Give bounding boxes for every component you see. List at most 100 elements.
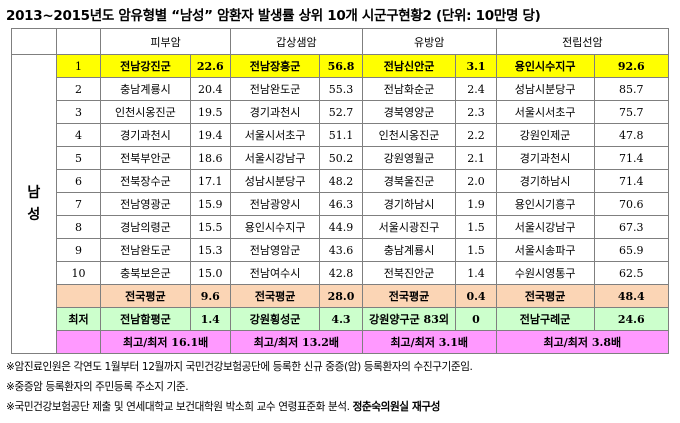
region-cell: 경남의령군	[100, 215, 191, 239]
table-row: 5 전북부안군 18.6 서울시강남구 50.2 강원영월군 2.1 경기과천시 71.4	[12, 146, 669, 170]
rate-cell: 48.2	[319, 169, 363, 193]
rate-cell: 43.6	[319, 238, 363, 262]
minimum-region: 전남구례군	[495, 307, 595, 331]
ratio-cell: 최고/최저 3.1배	[361, 330, 497, 354]
rate-cell: 1.4	[455, 261, 497, 285]
region-cell: 서울시송파구	[495, 238, 595, 262]
rate-cell: 15.9	[189, 192, 231, 216]
blank-cell	[55, 284, 102, 308]
rate-cell: 15.0	[189, 261, 231, 285]
rate-cell: 2.3	[455, 100, 497, 124]
rate-cell: 75.7	[593, 100, 669, 124]
minimum-value: 24.6	[593, 307, 669, 331]
table-row: 4 경기과천시 19.4 서울시서초구 51.1 인천시옹진군 2.2 강원인제군 47.8	[12, 123, 669, 147]
rank-cell: 7	[55, 192, 102, 216]
region-cell: 용인시수지구	[495, 54, 595, 78]
average-label: 전국평균	[495, 284, 595, 308]
region-cell: 경북울진군	[361, 169, 457, 193]
rate-cell: 71.4	[593, 169, 669, 193]
region-cell: 인천시옹진군	[100, 100, 191, 124]
rate-cell: 46.3	[319, 192, 363, 216]
rate-cell: 20.4	[189, 77, 231, 101]
region-cell: 전북진안군	[361, 261, 457, 285]
rank-cell: 1	[55, 54, 102, 78]
cancer-incidence-table: 피부암 갑상샘암 유방암 전립선암 남 성 1 전남강진군 22.6 전남장흥군 56.8 전…	[11, 28, 670, 354]
region-cell: 충남계룡시	[100, 77, 191, 101]
region-cell: 전북장수군	[100, 169, 191, 193]
region-cell: 서울시강남구	[229, 146, 321, 170]
region-cell: 전남영암군	[229, 238, 321, 262]
average-value: 48.4	[593, 284, 669, 308]
rank-cell: 2	[55, 77, 102, 101]
region-cell: 전남여수시	[229, 261, 321, 285]
footnotes: ※암진료인원은 각연도 1월부터 12월까지 국민건강보험공단에 등록한 신규 …	[6, 357, 674, 417]
minimum-region: 강원횡성군	[229, 307, 321, 331]
rank-cell: 5	[55, 146, 102, 170]
average-value: 0.4	[455, 284, 497, 308]
rate-cell: 2.0	[455, 169, 497, 193]
table-row: 9 전남완도군 15.3 전남영암군 43.6 충남계룡시 1.5 서울시송파구 65.9	[12, 238, 669, 262]
region-cell: 서울시광진구	[361, 215, 457, 239]
rate-cell: 47.8	[593, 123, 669, 147]
region-cell: 경기하남시	[361, 192, 457, 216]
rate-cell: 42.8	[319, 261, 363, 285]
region-cell: 전남장흥군	[229, 54, 321, 78]
rate-cell: 19.4	[189, 123, 231, 147]
region-cell: 전남완도군	[229, 77, 321, 101]
region-cell: 수원시영통구	[495, 261, 595, 285]
region-cell: 전남완도군	[100, 238, 191, 262]
rate-cell: 19.5	[189, 100, 231, 124]
rate-cell: 62.5	[593, 261, 669, 285]
rate-cell: 1.5	[455, 215, 497, 239]
rate-cell: 15.3	[189, 238, 231, 262]
region-cell: 성남시분당구	[229, 169, 321, 193]
footnote: ※암진료인원은 각연도 1월부터 12월까지 국민건강보험공단에 등록한 신규 …	[6, 361, 473, 373]
column-header: 피부암	[100, 28, 231, 55]
region-cell: 전남광양시	[229, 192, 321, 216]
region-cell: 성남시분당구	[495, 77, 595, 101]
footnote: ※국민건강보험공단 제출 및 연세대학교 보건대학원 박소희 교수 연령표준화 …	[6, 397, 674, 417]
table-row: 7 전남영광군 15.9 전남광양시 46.3 경기하남시 1.9 용인시기흥구 70.6	[12, 192, 669, 216]
rate-cell: 71.4	[593, 146, 669, 170]
rate-cell: 18.6	[189, 146, 231, 170]
column-header: 갑상샘암	[229, 28, 363, 55]
rate-cell: 1.5	[455, 238, 497, 262]
footnote: ※중증암 등록환자의 주민등록 주소지 기준.	[6, 381, 189, 393]
rate-cell: 92.6	[593, 54, 669, 78]
rate-cell: 2.4	[455, 77, 497, 101]
table-body: 피부암 갑상샘암 유방암 전립선암 남 성 1 전남강진군 22.6 전남장흥군 56.8 전…	[11, 28, 670, 354]
blank-cell	[55, 330, 102, 354]
rate-cell: 51.1	[319, 123, 363, 147]
region-cell: 경기과천시	[100, 123, 191, 147]
region-cell: 충북보은군	[100, 261, 191, 285]
ratio-cell: 최고/최저 13.2배	[229, 330, 363, 354]
region-cell: 인천시옹진군	[361, 123, 457, 147]
rank-cell: 6	[55, 169, 102, 193]
rank-cell: 9	[55, 238, 102, 262]
table-row: 6 전북장수군 17.1 성남시분당구 48.2 경북울진군 2.0 경기하남시 71.4	[12, 169, 669, 193]
corner-cell	[11, 28, 57, 55]
column-header: 유방암	[361, 28, 497, 55]
rate-cell: 17.1	[189, 169, 231, 193]
rate-cell: 44.9	[319, 215, 363, 239]
table-row: 2 충남계룡시 20.4 전남완도군 55.3 전남화순군 2.4 성남시분당구 85.7	[12, 77, 669, 101]
minimum-label: 최저	[55, 307, 102, 331]
rate-cell: 52.7	[319, 100, 363, 124]
average-label: 전국평균	[229, 284, 321, 308]
rate-cell: 3.1	[455, 54, 497, 78]
average-value: 9.6	[189, 284, 231, 308]
rate-cell: 1.9	[455, 192, 497, 216]
region-cell: 경북영양군	[361, 100, 457, 124]
rank-cell: 8	[55, 215, 102, 239]
rate-cell: 2.2	[455, 123, 497, 147]
footnote-text: ※국민건강보험공단 제출 및 연세대학교 보건대학원 박소희 교수 연령표준화 …	[6, 401, 350, 413]
region-cell: 강원인제군	[495, 123, 595, 147]
average-label: 전국평균	[361, 284, 457, 308]
region-cell: 경기과천시	[229, 100, 321, 124]
average-label: 전국평균	[100, 284, 191, 308]
region-cell: 서울시서초구	[495, 100, 595, 124]
region-cell: 전남화순군	[361, 77, 457, 101]
table-row: 남 성 1 전남강진군 22.6 전남장흥군 56.8 전남신안군 3.1 용인시수지구 92.6	[11, 54, 669, 354]
region-cell: 서울시서초구	[229, 123, 321, 147]
